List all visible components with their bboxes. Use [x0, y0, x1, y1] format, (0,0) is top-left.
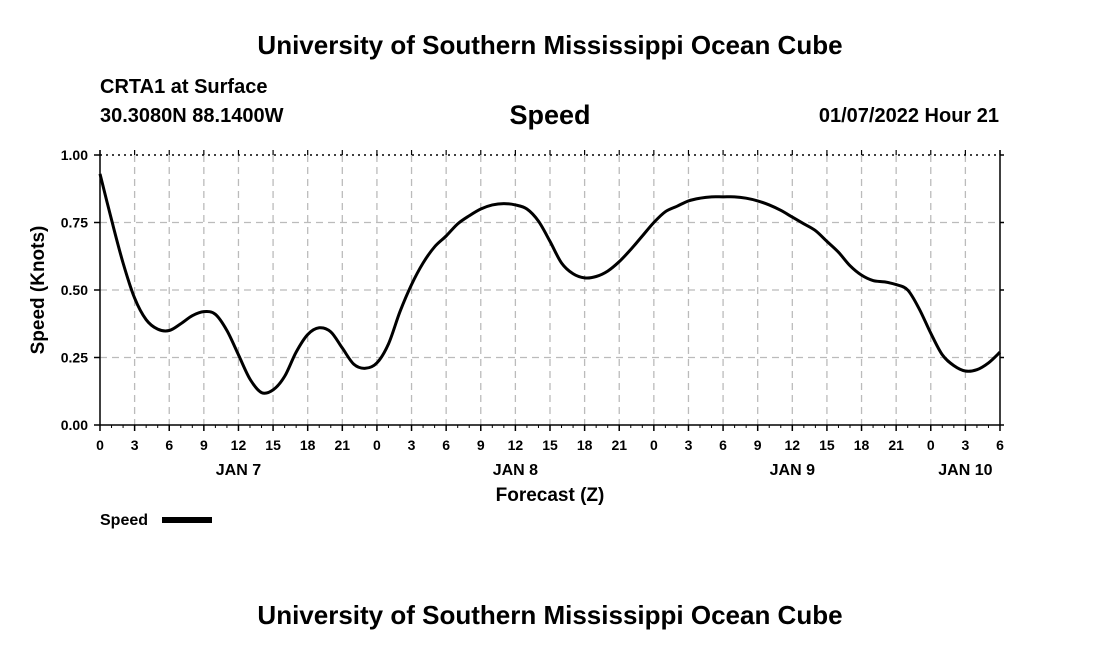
forecast-datetime: 01/07/2022 Hour 21 — [818, 105, 999, 127]
x-tick-label: 15 — [819, 437, 835, 453]
x-tick-label: 21 — [611, 437, 627, 453]
speed-series-line — [98, 173, 1002, 395]
x-tick-label: 21 — [888, 437, 904, 453]
y-tick-label: 0.25 — [61, 350, 88, 366]
y-tick-label: 0.75 — [61, 215, 88, 231]
x-tick-label: 0 — [650, 437, 658, 453]
x-tick-label: 15 — [542, 437, 558, 453]
chart-title: University of Southern Mississippi Ocean… — [257, 30, 843, 60]
station-label: CRTA1 at Surface — [100, 76, 268, 98]
day-label: JAN 9 — [770, 462, 815, 479]
x-tick-label: 9 — [754, 437, 762, 453]
x-tick-label: 6 — [719, 437, 727, 453]
x-tick-label: 3 — [685, 437, 693, 453]
x-tick-label: 6 — [996, 437, 1004, 453]
x-tick-label: 6 — [442, 437, 450, 453]
parameter-title: Speed — [509, 100, 591, 130]
x-tick-label: 12 — [231, 437, 247, 453]
coordinates-label: 30.3080N 88.1400W — [100, 105, 284, 127]
y-axis-title: Speed (Knots) — [28, 226, 49, 355]
x-tick-label: 18 — [577, 437, 593, 453]
x-tick-label: 15 — [265, 437, 281, 453]
y-tick-label: 0.50 — [61, 282, 88, 298]
x-tick-label: 3 — [961, 437, 969, 453]
y-tick-label: 0.00 — [61, 417, 88, 433]
x-tick-label: 3 — [408, 437, 416, 453]
x-axis-title: Forecast (Z) — [496, 485, 605, 506]
x-tick-label: 21 — [335, 437, 351, 453]
x-tick-label: 18 — [300, 437, 316, 453]
x-tick-label: 18 — [854, 437, 870, 453]
x-tick-label: 9 — [477, 437, 485, 453]
x-tick-label: 6 — [165, 437, 173, 453]
day-label: JAN 7 — [216, 462, 261, 479]
x-tick-label: 0 — [927, 437, 935, 453]
day-label: JAN 8 — [493, 462, 538, 479]
x-tick-label: 9 — [200, 437, 208, 453]
x-tick-label: 0 — [373, 437, 381, 453]
legend-label: Speed — [100, 512, 148, 529]
y-tick-label: 1.00 — [61, 147, 88, 163]
x-tick-label: 3 — [131, 437, 139, 453]
footer-title: University of Southern Mississippi Ocean… — [257, 600, 843, 630]
day-label: JAN 10 — [938, 462, 992, 479]
x-tick-label: 0 — [96, 437, 104, 453]
x-tick-label: 12 — [785, 437, 801, 453]
x-tick-label: 12 — [508, 437, 524, 453]
